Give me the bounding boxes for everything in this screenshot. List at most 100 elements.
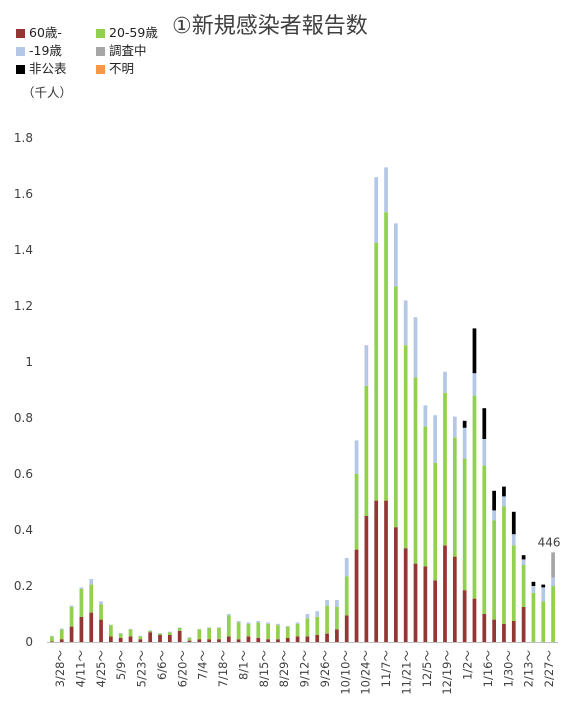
bar-segment-3-51 [551, 552, 555, 578]
x-tick-label: 1/30～ [501, 650, 515, 688]
y-tick-label: 1.4 [14, 243, 33, 257]
y-tick-label: 0.2 [14, 579, 33, 593]
y-tick-label: 0.8 [14, 411, 33, 425]
bar-segment-2-16 [207, 627, 212, 628]
y-tick-label: 0 [25, 635, 33, 649]
x-tick-label: 10/10～ [338, 650, 352, 695]
legend-swatch [16, 65, 25, 74]
bar-segment-0-7 [118, 637, 123, 642]
bar-segment-1-2 [69, 607, 74, 627]
bar-segment-0-36 [403, 548, 408, 642]
x-tick-label: 6/20～ [175, 650, 189, 688]
bar-segment-1-39 [433, 462, 438, 581]
x-tick-label: 8/15～ [257, 650, 271, 688]
x-tick-label: 8/29～ [277, 650, 291, 688]
y-tick-label: 1.2 [14, 299, 33, 313]
legend-swatch [96, 47, 105, 56]
bar-segment-2-0 [50, 635, 54, 637]
bar-segment-2-33 [374, 177, 379, 243]
bar-segment-1-7 [118, 633, 123, 638]
legend-label: -19歳 [29, 43, 62, 58]
bar-segment-0-25 [295, 636, 300, 642]
bar-segment-2-48 [521, 559, 526, 565]
y-axis: 0 0.2 0.4 0.6 0.8 1 1.2 1.4 1.6 1.8 [14, 131, 33, 649]
bar-segment-0-26 [305, 636, 310, 642]
bar-segment-4-45 [492, 490, 496, 511]
legend-label: 不明 [109, 61, 135, 76]
y-tick-label: 1 [25, 355, 33, 369]
bar-segment-2-25 [295, 622, 300, 624]
bar-segment-1-38 [423, 426, 428, 567]
bar-segment-1-32 [364, 385, 369, 516]
x-tick-label: 1/2～ [461, 650, 475, 681]
bar-segment-1-3 [79, 588, 84, 617]
legend-label: 60歳- [29, 25, 62, 40]
bar-segment-4-46 [502, 486, 506, 497]
bar-segment-0-35 [393, 527, 398, 642]
x-tick-label: 2/13～ [522, 650, 536, 688]
bar-segment-1-31 [354, 474, 359, 550]
bar-segment-4-44 [482, 408, 487, 439]
bar-segment-1-47 [511, 545, 516, 621]
bar-segment-1-16 [207, 628, 212, 640]
bar-segment-2-4 [89, 579, 94, 585]
x-tick-label: 8/1～ [236, 650, 250, 681]
bar-segment-0-39 [433, 580, 438, 642]
bar-segment-2-29 [335, 600, 339, 607]
bar-segment-2-13 [177, 627, 182, 628]
legend: 60歳- 20-59歳 -19歳 調査中 非公表 不明 [16, 22, 176, 78]
bar-segment-2-7 [118, 633, 123, 634]
bar-segment-2-18 [226, 614, 231, 616]
bar-segment-2-26 [305, 614, 310, 619]
bar-segment-2-6 [109, 624, 113, 626]
legend-swatch [96, 29, 105, 38]
legend-item-under19: -19歳 [16, 40, 62, 59]
bar-segment-0-33 [374, 500, 379, 642]
x-tick-label: 5/9～ [114, 650, 128, 681]
legend-swatch [16, 29, 25, 38]
bar-segment-2-9 [138, 635, 143, 637]
bar-segment-0-11 [158, 635, 162, 642]
bar-segment-1-46 [502, 506, 506, 624]
bar-segment-4-48 [521, 555, 526, 560]
bar-segment-2-12 [167, 631, 172, 633]
bar-segment-0-38 [423, 566, 428, 642]
bar-segment-0-15 [197, 639, 202, 642]
bar-segment-0-40 [443, 545, 447, 642]
bar-segment-2-43 [472, 373, 477, 396]
bar-segment-2-50 [541, 587, 546, 602]
x-tick-label: 3/28～ [53, 650, 67, 688]
chart-title: ①新規感染者報告数 [172, 14, 368, 39]
bar-segment-0-45 [492, 619, 496, 642]
bar-segment-1-48 [521, 565, 526, 607]
bar-segment-2-24 [285, 626, 290, 627]
bar-segment-2-34 [384, 167, 388, 213]
bar-segment-0-47 [511, 621, 516, 642]
bar-segment-1-41 [452, 437, 457, 557]
bar-segment-0-43 [472, 598, 477, 642]
x-tick-label: 9/26～ [318, 650, 332, 688]
bar-segment-0-6 [109, 636, 113, 642]
bar-segment-0-13 [177, 630, 182, 642]
bar-segment-2-3 [79, 587, 84, 589]
bar-segment-0-9 [138, 639, 143, 642]
bar-segment-1-1 [59, 629, 64, 640]
bar-segment-2-39 [433, 415, 438, 463]
bar-segment-2-10 [148, 630, 153, 631]
x-tick-label: 11/21～ [399, 650, 413, 695]
x-tick-label: 7/4～ [196, 650, 210, 681]
legend-item-60plus: 60歳- [16, 22, 62, 41]
bar-segment-1-12 [167, 632, 172, 635]
bar-segment-0-34 [384, 500, 388, 642]
bar-segment-4-50 [541, 584, 546, 588]
bar-segment-1-15 [197, 629, 202, 640]
bar-segment-1-51 [551, 586, 555, 642]
bar-segment-2-5 [99, 601, 103, 605]
bar-segment-4-49 [531, 581, 536, 586]
bar-segment-0-22 [266, 639, 270, 642]
bar-segment-2-21 [256, 621, 261, 623]
bar-segment-1-40 [443, 392, 447, 546]
bar-segment-0-14 [187, 640, 192, 642]
x-tick-label: 4/25～ [94, 650, 108, 688]
x-tick-label: 5/23～ [135, 650, 149, 688]
